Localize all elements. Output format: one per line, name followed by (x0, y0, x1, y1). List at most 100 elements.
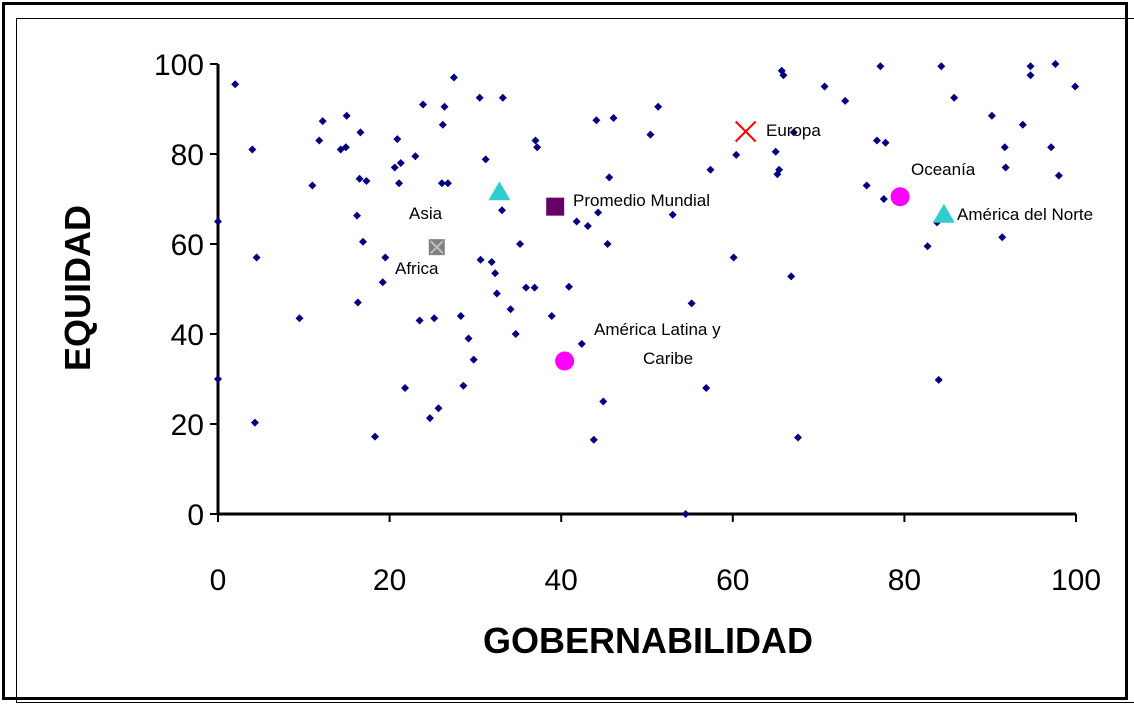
data-point (787, 272, 796, 281)
data-point (1026, 71, 1035, 80)
data-point (475, 93, 484, 102)
data-point (456, 312, 465, 320)
annotation-asia: Asia (409, 204, 443, 223)
data-point (934, 375, 943, 384)
data-point (592, 116, 601, 125)
y-tick-label: 40 (171, 319, 204, 352)
data-point (497, 206, 506, 215)
data-point (572, 217, 581, 226)
data-point (1054, 171, 1063, 180)
data-point (214, 375, 222, 383)
data-point (511, 330, 520, 338)
marker-asia (488, 181, 511, 201)
x-axis-title: GOBERNABILIDAD (483, 620, 813, 661)
data-point (1047, 143, 1056, 152)
data-point (531, 136, 540, 145)
data-point (702, 384, 711, 392)
data-point (729, 253, 738, 262)
data-point (469, 355, 478, 364)
data-point (498, 93, 507, 102)
data-point (879, 195, 888, 203)
data-point (1051, 60, 1060, 68)
data-point (419, 100, 428, 109)
data-points (214, 60, 1080, 518)
data-point (440, 102, 449, 111)
data-point (937, 62, 946, 71)
data-point (841, 96, 850, 105)
data-point (492, 289, 501, 298)
data-point (434, 404, 443, 413)
data-point (393, 135, 402, 144)
data-point (1026, 62, 1035, 71)
data-point (950, 93, 959, 102)
data-point (681, 510, 690, 518)
data-point (476, 255, 485, 264)
data-point (315, 136, 324, 145)
data-point (820, 82, 829, 91)
data-point (998, 233, 1007, 242)
data-point (530, 283, 539, 292)
data-point (881, 138, 890, 147)
data-point (654, 102, 663, 111)
data-point (862, 181, 871, 190)
data-point (594, 208, 603, 217)
region-markers (428, 120, 955, 371)
y-tick-label: 60 (171, 229, 204, 262)
tick-labels: 0 20 40 60 80 100 0 20 40 60 80 100 (154, 49, 1101, 597)
data-point (1018, 120, 1027, 129)
data-point (359, 237, 368, 246)
data-point (214, 217, 222, 226)
data-point (577, 339, 586, 348)
annotation-europa: Europa (766, 121, 821, 140)
marker-africa-stroke (430, 240, 444, 254)
data-point (396, 159, 405, 167)
data-point (547, 312, 556, 320)
annotations: Europa Promedio Mundial Asia Africa Ocea… (395, 121, 1093, 368)
marker-africa (428, 239, 445, 256)
data-point (437, 179, 446, 188)
data-point (687, 299, 696, 308)
data-point (522, 283, 531, 292)
data-point (789, 128, 798, 137)
data-point (449, 73, 458, 82)
x-tick-label: 100 (1051, 564, 1101, 597)
data-point (438, 120, 447, 129)
data-point (533, 143, 542, 152)
data-point (794, 433, 803, 442)
data-point (390, 163, 399, 172)
annotation-africa: Africa (395, 259, 439, 278)
annotation-promedio-mundial: Promedio Mundial (573, 191, 710, 210)
data-point (415, 316, 424, 325)
marker-promedio-mundial (546, 197, 565, 216)
data-point (353, 298, 362, 307)
data-point (876, 62, 885, 71)
data-point (411, 152, 420, 161)
data-point (564, 282, 573, 291)
data-point (589, 435, 598, 444)
data-point (732, 150, 741, 159)
x-tick-label: 80 (888, 564, 921, 597)
y-tick-label: 20 (171, 409, 204, 442)
data-point (308, 181, 317, 190)
x-tick-label: 40 (545, 564, 578, 597)
data-point (1000, 143, 1009, 152)
x-tick-label: 60 (716, 564, 749, 597)
annotation-america-latina-line2: Caribe (643, 349, 693, 368)
data-point (362, 177, 371, 185)
data-point (506, 305, 515, 314)
annotation-america-latina-line1: América Latina y (594, 320, 721, 339)
marker-america-del-norte (932, 203, 955, 223)
data-point (341, 143, 350, 152)
data-point (1071, 82, 1080, 91)
data-point (603, 240, 612, 248)
x-tick-label: 20 (373, 564, 406, 597)
annotation-oceania: Oceanía (911, 160, 976, 179)
data-point (395, 179, 404, 188)
y-axis-title: EQUIDAD (57, 205, 98, 371)
data-point (401, 384, 410, 392)
data-point (355, 174, 364, 183)
data-point (250, 418, 259, 427)
data-point (779, 71, 788, 80)
data-point (378, 278, 387, 287)
